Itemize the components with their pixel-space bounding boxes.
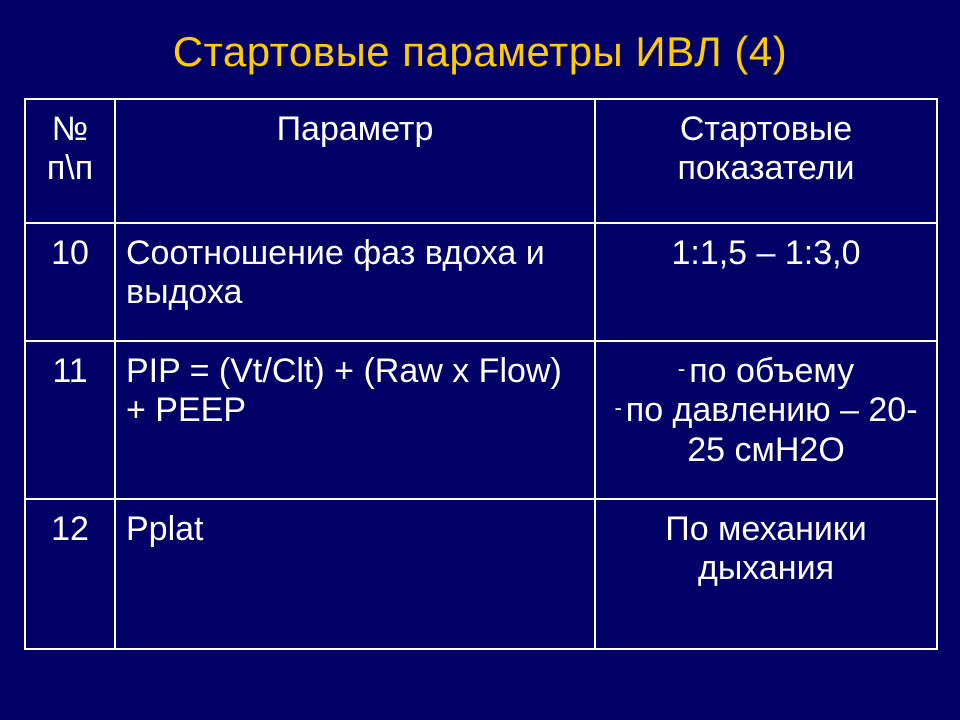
value-line: -по давлению – 20-25 смН2О xyxy=(606,391,926,469)
slide-title: Стартовые параметры ИВЛ (4) xyxy=(24,28,936,76)
cell-param: Соотношение фаз вдоха и выдоха xyxy=(115,223,595,341)
cell-param: PIP = (Vt/Clt) + (Raw x Flow) + PEEP xyxy=(115,341,595,498)
dash-icon: - xyxy=(614,395,621,420)
col-header-param: Параметр xyxy=(115,99,595,223)
table-header-row: № п\п Параметр Стартовые показатели xyxy=(25,99,937,223)
cell-value: -по объему -по давлению – 20-25 смН2О xyxy=(595,341,937,498)
cell-num: 11 xyxy=(25,341,115,498)
params-table: № п\п Параметр Стартовые показатели 10 С… xyxy=(24,98,938,650)
col-header-num: № п\п xyxy=(25,99,115,223)
table-row: 11 PIP = (Vt/Clt) + (Raw x Flow) + PEEP … xyxy=(25,341,937,498)
cell-num: 12 xyxy=(25,499,115,649)
dash-icon: - xyxy=(678,356,685,381)
col-header-value: Стартовые показатели xyxy=(595,99,937,223)
table-row: 10 Соотношение фаз вдоха и выдоха 1:1,5 … xyxy=(25,223,937,341)
cell-num: 10 xyxy=(25,223,115,341)
cell-value: 1:1,5 – 1:3,0 xyxy=(595,223,937,341)
table-row: 12 Pplat По механики дыхания xyxy=(25,499,937,649)
value-text: по объему xyxy=(689,352,854,390)
slide: Стартовые параметры ИВЛ (4) № п\п Параме… xyxy=(0,0,960,720)
value-line: -по объему xyxy=(606,352,926,391)
cell-param: Pplat xyxy=(115,499,595,649)
value-text: по давлению – 20-25 смН2О xyxy=(626,391,918,468)
cell-value: По механики дыхания xyxy=(595,499,937,649)
